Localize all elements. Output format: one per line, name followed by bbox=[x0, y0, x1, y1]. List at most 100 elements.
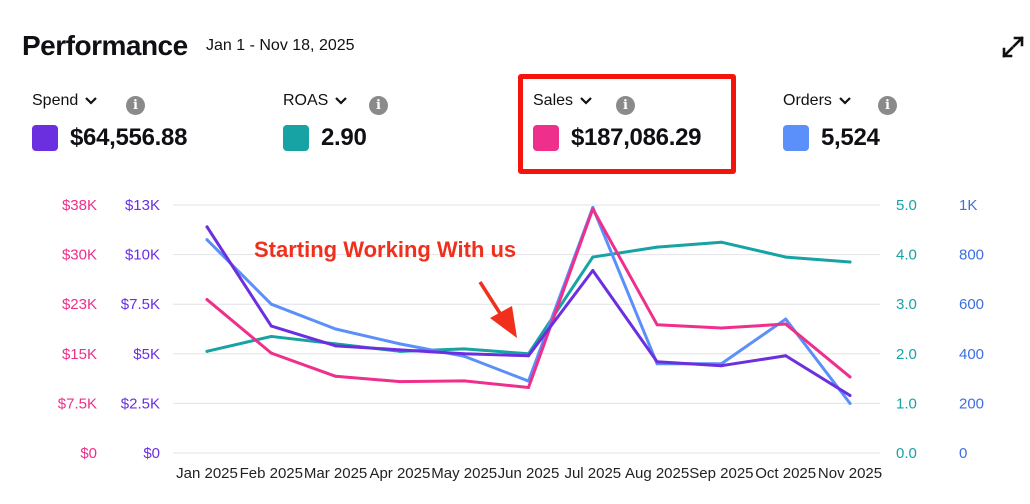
annotation-label: Starting Working With us bbox=[254, 237, 516, 262]
data-point-sales[interactable] bbox=[462, 379, 466, 383]
data-point-roas[interactable] bbox=[848, 260, 852, 264]
metric-orders: Orders i 5,524 bbox=[783, 92, 897, 152]
x-tick-label: Jul 2025 bbox=[564, 465, 621, 482]
tick-label-sales: $15K bbox=[62, 346, 97, 363]
data-point-spend[interactable] bbox=[784, 354, 788, 358]
data-point-roas[interactable] bbox=[462, 347, 466, 351]
metric-roas-selector[interactable]: ROAS bbox=[283, 92, 367, 110]
chevron-down-icon[interactable] bbox=[838, 94, 852, 108]
data-point-spend[interactable] bbox=[334, 344, 338, 348]
data-point-spend[interactable] bbox=[655, 360, 659, 364]
data-point-roas[interactable] bbox=[784, 255, 788, 259]
metric-orders-selector[interactable]: Orders bbox=[783, 92, 880, 110]
tick-label-spend: $10K bbox=[125, 247, 160, 264]
tick-label-roas: 3.0 bbox=[896, 296, 917, 313]
chart-axes: $0 $7.5K $15K $23K $30K $38K $0 $2.5K $5K $7.5K $1… bbox=[58, 197, 984, 482]
data-point-spend[interactable] bbox=[205, 225, 209, 229]
metric-spend-label: Spend bbox=[32, 92, 79, 109]
tick-label-sales: $0 bbox=[80, 445, 97, 462]
x-tick-label: Mar 2025 bbox=[304, 465, 367, 482]
metric-spend-value: $64,556.88 bbox=[70, 124, 188, 151]
data-point-sales[interactable] bbox=[205, 298, 209, 302]
x-tick-label: Jan 2025 bbox=[176, 465, 238, 482]
x-tick-label: Feb 2025 bbox=[240, 465, 303, 482]
tick-label-roas: 5.0 bbox=[896, 197, 917, 214]
data-point-spend[interactable] bbox=[462, 352, 466, 356]
annotation-arrow bbox=[478, 281, 505, 319]
data-point-roas[interactable] bbox=[205, 349, 209, 353]
data-point-spend[interactable] bbox=[398, 348, 402, 352]
expand-icon[interactable] bbox=[1002, 36, 1024, 58]
metric-spend-swatch[interactable] bbox=[32, 125, 58, 151]
data-point-spend[interactable] bbox=[527, 354, 530, 358]
tick-label-spend: $2.5K bbox=[121, 395, 160, 412]
chart-lines bbox=[205, 205, 852, 405]
chevron-down-icon[interactable] bbox=[334, 94, 348, 108]
metric-roas-swatch[interactable] bbox=[283, 125, 309, 151]
metric-orders-swatch[interactable] bbox=[783, 125, 809, 151]
data-point-orders[interactable] bbox=[205, 238, 209, 242]
tick-label-orders: 0 bbox=[959, 445, 967, 462]
data-point-roas[interactable] bbox=[719, 240, 723, 244]
tick-label-orders: 800 bbox=[959, 247, 984, 264]
metric-roas-value: 2.90 bbox=[321, 124, 367, 151]
tick-label-spend: $5K bbox=[133, 346, 160, 363]
x-tick-label: Nov 2025 bbox=[818, 465, 882, 482]
annotation-arrowhead bbox=[490, 306, 517, 338]
info-icon[interactable]: i bbox=[878, 96, 897, 115]
tick-label-roas: 0.0 bbox=[896, 445, 917, 462]
data-point-orders[interactable] bbox=[784, 317, 788, 321]
data-point-orders[interactable] bbox=[462, 354, 466, 358]
page-title: Performance bbox=[22, 30, 188, 61]
data-point-spend[interactable] bbox=[848, 393, 852, 397]
metric-roas-label: ROAS bbox=[283, 92, 329, 109]
tick-label-roas: 1.0 bbox=[896, 395, 917, 412]
data-point-sales[interactable] bbox=[334, 374, 338, 378]
data-point-orders[interactable] bbox=[269, 302, 273, 306]
data-point-sales[interactable] bbox=[784, 322, 788, 326]
data-point-spend[interactable] bbox=[269, 324, 273, 328]
tick-label-orders: 600 bbox=[959, 296, 984, 313]
sales-highlight-box bbox=[518, 74, 736, 174]
x-tick-label: May 2025 bbox=[431, 465, 497, 482]
info-icon[interactable]: i bbox=[126, 96, 145, 115]
data-point-roas[interactable] bbox=[591, 255, 595, 259]
data-point-sales[interactable] bbox=[655, 323, 659, 327]
x-tick-label: Aug 2025 bbox=[625, 465, 689, 482]
metric-orders-value: 5,524 bbox=[821, 124, 880, 151]
chart-grid bbox=[173, 204, 880, 454]
data-point-sales[interactable] bbox=[591, 207, 595, 211]
metric-spend-selector[interactable]: Spend bbox=[32, 92, 187, 110]
info-icon[interactable]: i bbox=[369, 96, 388, 115]
tick-label-roas: 4.0 bbox=[896, 247, 917, 264]
data-point-orders[interactable] bbox=[334, 327, 338, 331]
data-point-sales[interactable] bbox=[398, 380, 402, 384]
data-point-orders[interactable] bbox=[848, 401, 852, 405]
x-tick-label: Jun 2025 bbox=[498, 465, 560, 482]
chevron-down-icon[interactable] bbox=[84, 94, 98, 108]
tick-label-sales: $23K bbox=[62, 296, 97, 313]
tick-label-orders: 400 bbox=[959, 346, 984, 363]
data-point-roas[interactable] bbox=[655, 245, 659, 249]
tick-label-spend: $0 bbox=[143, 445, 160, 462]
data-point-spend[interactable] bbox=[719, 364, 723, 368]
data-point-sales[interactable] bbox=[719, 326, 723, 330]
metric-roas: ROAS i 2.90 bbox=[283, 92, 388, 152]
data-point-sales[interactable] bbox=[527, 386, 530, 390]
tick-label-roas: 2.0 bbox=[896, 346, 917, 363]
date-range[interactable]: Jan 1 - Nov 18, 2025 bbox=[206, 37, 355, 54]
info-icon[interactable]: i bbox=[616, 96, 635, 115]
tick-label-sales: $30K bbox=[62, 247, 97, 264]
x-tick-label: Sep 2025 bbox=[689, 465, 753, 482]
x-tick-label: Oct 2025 bbox=[755, 465, 816, 482]
chevron-down-icon[interactable] bbox=[579, 94, 593, 108]
data-point-roas[interactable] bbox=[269, 334, 273, 338]
metric-sales-swatch[interactable] bbox=[533, 125, 559, 151]
data-point-spend[interactable] bbox=[591, 268, 595, 272]
data-point-orders[interactable] bbox=[398, 342, 402, 346]
data-point-sales[interactable] bbox=[269, 351, 273, 355]
metric-sales-selector[interactable]: Sales bbox=[533, 92, 701, 110]
tick-label-spend: $13K bbox=[125, 197, 160, 214]
data-point-sales[interactable] bbox=[848, 375, 852, 379]
